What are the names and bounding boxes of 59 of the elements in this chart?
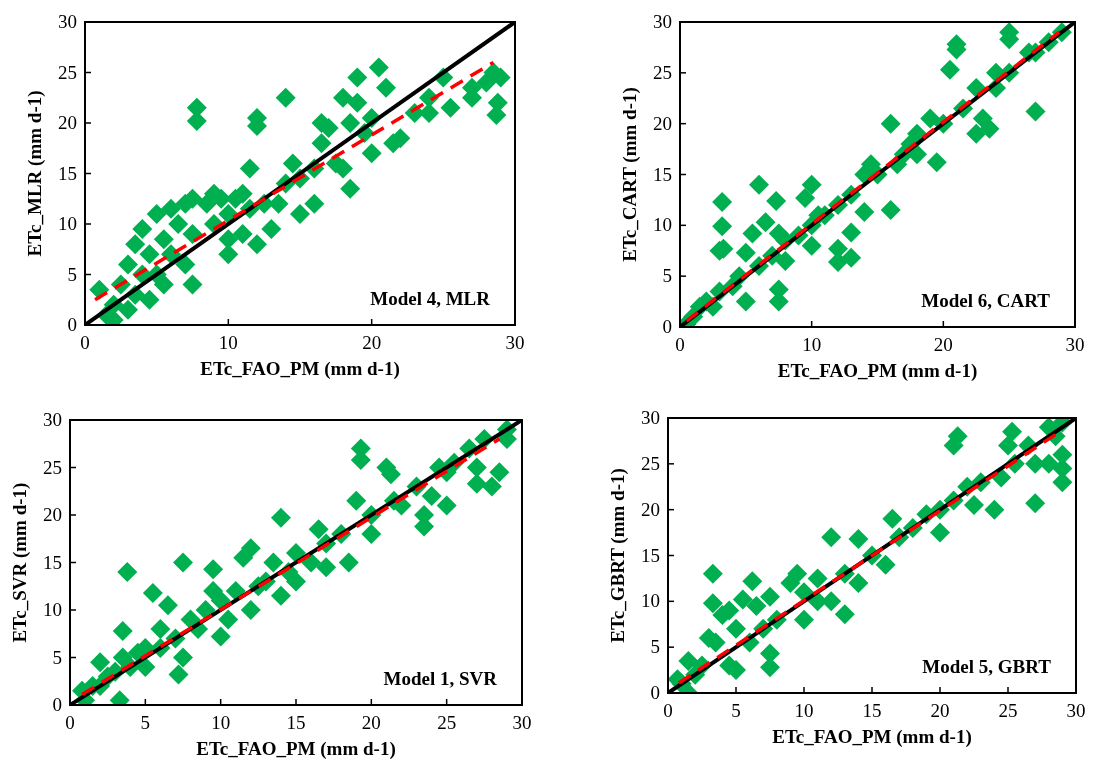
x-axis-title: ETc_FAO_PM (mm d-1): [196, 738, 396, 760]
x-tick-label: 25: [437, 712, 457, 733]
y-tick-label: 5: [67, 263, 77, 285]
y-tick-label: 0: [650, 682, 660, 703]
y-tick-label: 20: [653, 112, 672, 134]
x-tick-label: 20: [362, 332, 382, 353]
x-axis-title: ETc_FAO_PM (mm d-1): [772, 726, 972, 748]
y-tick-label: 25: [653, 61, 672, 83]
x-tick-label: 15: [286, 712, 306, 733]
y-tick-label: 0: [662, 316, 672, 337]
y-tick-label: 5: [650, 636, 660, 658]
x-tick-label: 0: [80, 332, 90, 353]
y-tick-label: 10: [641, 590, 660, 612]
annotation: Model 1, SVR: [383, 668, 498, 689]
y-tick-label: 25: [58, 61, 77, 83]
y-tick-label: 20: [43, 504, 62, 525]
annotation: Model 5, GBRT: [922, 656, 1052, 677]
x-tick-label: 25: [998, 700, 1018, 721]
y-axis-title: ETc_SVR (mm d-1): [9, 482, 31, 643]
x-tick-label: 20: [933, 334, 953, 355]
y-tick-label: 0: [67, 314, 77, 335]
x-tick-label: 30: [505, 332, 525, 353]
x-tick-label: 20: [361, 712, 381, 733]
y-tick-label: 25: [43, 456, 62, 478]
x-tick-label: 15: [862, 700, 882, 721]
y-tick-label: 5: [52, 646, 62, 668]
y-tick-label: 25: [641, 452, 660, 474]
y-tick-label: 10: [58, 213, 77, 234]
x-axis-title: ETc_FAO_PM (mm d-1): [200, 358, 400, 380]
x-tick-label: 20: [930, 700, 950, 721]
x-axis-title: ETc_FAO_PM (mm d-1): [777, 360, 978, 382]
x-tick-label: 5: [731, 700, 741, 721]
y-tick-label: 30: [58, 11, 77, 32]
y-axis-title: ETc_GBRT (mm d-1): [607, 468, 629, 643]
annotation: Model 4, MLR: [370, 288, 491, 309]
y-tick-label: 15: [641, 544, 660, 566]
x-tick-label: 0: [675, 334, 685, 355]
x-tick-label: 30: [512, 712, 532, 733]
y-tick-label: 10: [653, 214, 672, 236]
annotation: Model 6, CART: [921, 290, 1051, 311]
y-tick-label: 20: [58, 112, 77, 133]
y-tick-label: 15: [653, 163, 672, 185]
x-tick-label: 5: [140, 712, 151, 733]
y-tick-label: 30: [43, 409, 62, 430]
x-tick-label: 10: [802, 334, 822, 355]
x-tick-label: 10: [211, 712, 231, 733]
y-tick-label: 30: [653, 11, 672, 32]
y-axis-title: ETc_MLR (mm d-1): [24, 90, 46, 257]
x-tick-label: 10: [218, 332, 238, 353]
y-tick-label: 10: [43, 599, 62, 620]
y-tick-label: 30: [641, 407, 660, 428]
y-axis-title: ETc_CART (mm d-1): [619, 87, 641, 262]
y-tick-label: 20: [641, 498, 660, 520]
x-tick-label: 30: [1065, 334, 1085, 355]
y-tick-label: 15: [43, 551, 62, 573]
x-tick-label: 10: [794, 700, 814, 721]
y-tick-label: 5: [662, 265, 672, 287]
x-tick-label: 30: [1066, 700, 1086, 721]
y-tick-label: 15: [58, 162, 77, 184]
